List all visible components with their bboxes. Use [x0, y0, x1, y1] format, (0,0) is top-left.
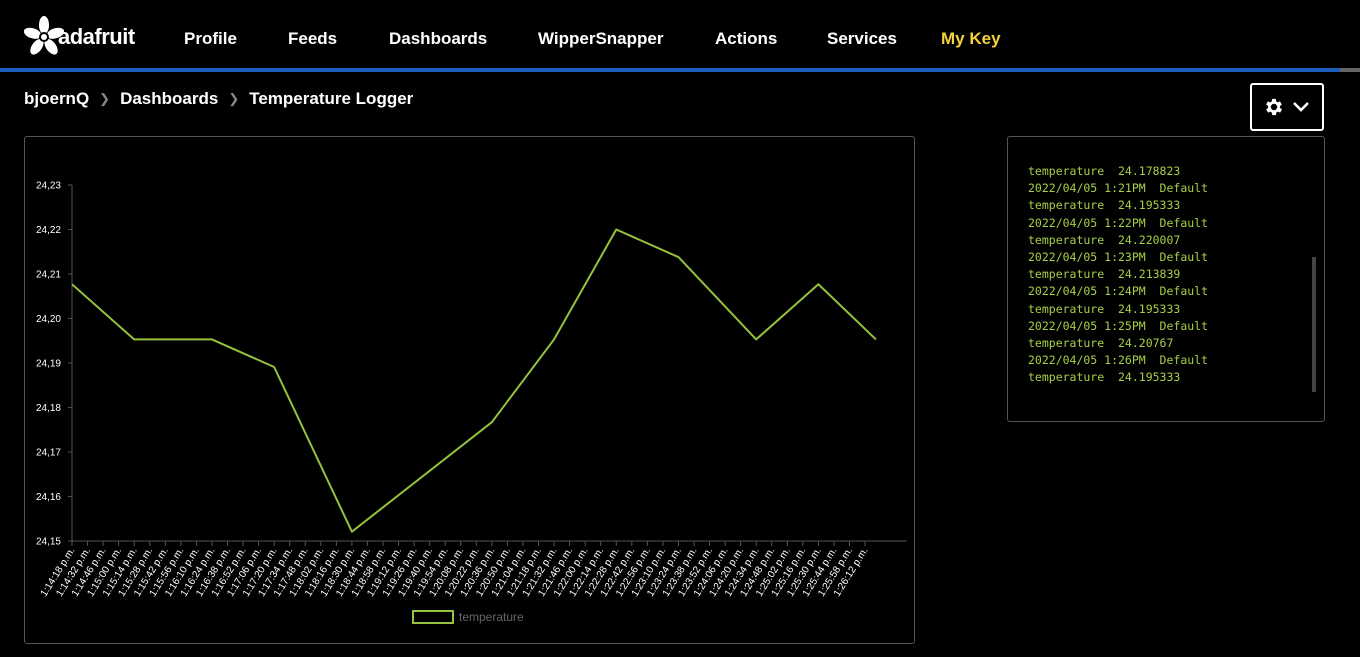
temperature-chart-block: 24,15 24,16 24,17 24,18 24,19 24,20 24,21 24,22…: [24, 136, 915, 644]
nav-divider: [0, 68, 1360, 72]
dashboard-settings-button[interactable]: [1250, 83, 1324, 131]
log-line: 2022/04/05 1:22PM Default: [1028, 215, 1209, 230]
y-tick-label: 24,16: [36, 492, 61, 503]
y-tick-label: 24,17: [36, 448, 61, 459]
adafruit-flower-icon: [24, 16, 64, 55]
log-line: 2022/04/05 1:21PM Default: [1028, 181, 1209, 196]
log-line: 2022/04/05 1:26PM Default: [1028, 353, 1209, 368]
nav-actions[interactable]: Actions: [715, 29, 778, 48]
nav-wippersnapper[interactable]: WipperSnapper: [538, 29, 664, 48]
log-line: temperature 24.195333: [1028, 301, 1181, 316]
stream-log-block: temperature 24.178823 2022/04/05 1:21PM D…: [1007, 136, 1325, 422]
log-line: temperature 24.195333: [1028, 198, 1181, 213]
log-line: 2022/04/05 1:25PM Default: [1028, 318, 1209, 333]
y-tick-label: 24,23: [36, 181, 61, 192]
gear-icon: [1266, 98, 1282, 116]
brand-name: adafruit: [58, 24, 135, 49]
legend-swatch: [412, 610, 454, 624]
y-tick-label: 24,18: [36, 403, 61, 414]
chevron-right-icon: ❯: [228, 91, 240, 106]
scrollbar[interactable]: [1312, 257, 1316, 392]
log-line: temperature 24.20767: [1028, 336, 1174, 351]
log-line: temperature 24.220007: [1028, 232, 1181, 247]
nav-feeds[interactable]: Feeds: [288, 29, 338, 48]
nav-dashboards[interactable]: Dashboards: [389, 29, 488, 48]
chevron-right-icon: ❯: [99, 91, 111, 106]
breadcrumb-user[interactable]: bjoernQ: [24, 89, 90, 108]
y-tick-label: 24,15: [36, 537, 61, 548]
breadcrumb-dashboard-title: Temperature Logger: [249, 89, 414, 108]
log-line: temperature 24.195333: [1028, 370, 1181, 385]
stream-log: temperature 24.178823 2022/04/05 1:21PM D…: [1028, 163, 1318, 387]
chevron-down-icon: [1293, 102, 1309, 112]
legend-label: temperature: [459, 610, 524, 624]
top-navbar: adafruit Profile Feeds Dashboards Wipper…: [0, 0, 1360, 68]
adafruit-logo[interactable]: adafruit: [24, 8, 135, 58]
breadcrumb-dashboards[interactable]: Dashboards: [120, 89, 219, 108]
y-tick-label: 24,22: [36, 225, 61, 236]
log-line: temperature 24.213839: [1028, 267, 1181, 282]
log-line: 2022/04/05 1:23PM Default: [1028, 250, 1209, 265]
y-tick-label: 24,21: [36, 270, 61, 281]
series-temperature-line: [71, 228, 877, 533]
nav-services[interactable]: Services: [827, 29, 897, 48]
log-line: temperature 24.178823: [1028, 164, 1181, 178]
y-tick-label: 24,20: [36, 314, 61, 325]
temperature-line-chart: 24,15 24,16 24,17 24,18 24,19 24,20 24,21 24,22…: [36, 181, 907, 624]
nav-my-key[interactable]: My Key: [941, 29, 1001, 48]
log-line: 2022/04/05 1:24PM Default: [1028, 284, 1209, 299]
y-tick-label: 24,19: [36, 359, 61, 370]
nav-profile[interactable]: Profile: [184, 29, 237, 48]
breadcrumb: bjoernQ ❯ Dashboards ❯ Temperature Logge…: [24, 89, 413, 109]
